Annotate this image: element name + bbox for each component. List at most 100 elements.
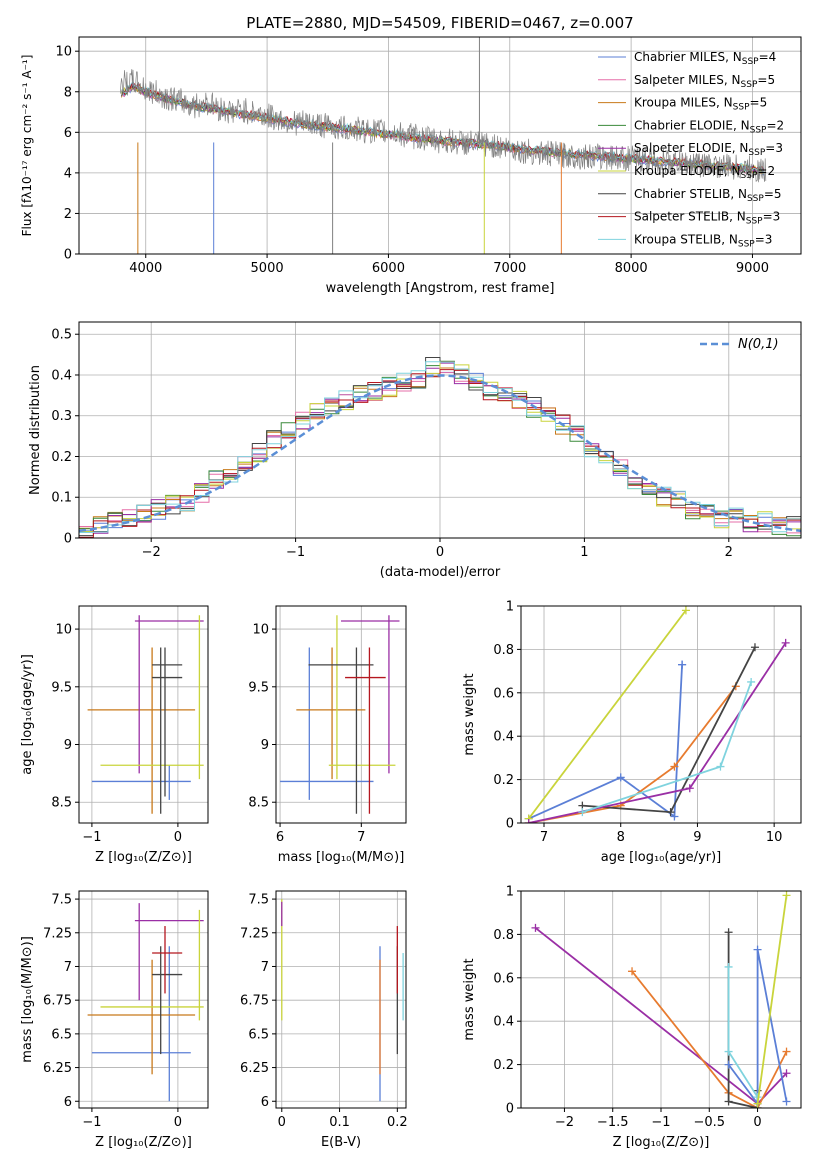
errorbar-plot <box>280 615 400 814</box>
legend-label-suffix: =3 <box>763 210 781 224</box>
x-tick-label: 7 <box>540 830 548 845</box>
x-tick-label: 8000 <box>615 261 648 276</box>
x-tick-label: −1 <box>286 545 305 560</box>
y-tick-label: 6 <box>261 1095 269 1110</box>
legend-label-suffix: =5 <box>764 187 782 201</box>
massweight-plot <box>531 891 791 1108</box>
legend-label-suffix: =5 <box>750 96 768 110</box>
data-point <box>724 928 733 937</box>
histogram-plot <box>79 357 801 538</box>
legend-label-suffix: =3 <box>765 141 783 155</box>
legend-label: Kroupa ELODIE, NSSP=2 <box>634 164 775 181</box>
data-point <box>685 784 694 793</box>
data-point <box>750 643 759 652</box>
legend-label-suffix: =2 <box>757 164 775 178</box>
axes-frame <box>78 36 802 255</box>
series-line <box>727 932 759 1108</box>
legend-label-sub: SSP <box>741 171 758 181</box>
y-tick-label: 9 <box>261 738 269 753</box>
y-tick-label: 6.5 <box>248 1027 269 1042</box>
data-point <box>678 660 687 669</box>
x-axis-label: Z [log₁₀(Z/Z⊙)] <box>613 1135 710 1150</box>
errorbar-plot <box>281 899 404 1102</box>
x-axis-label: Z [log₁₀(Z/Z⊙)] <box>95 850 192 865</box>
y-tick-label: 7.5 <box>248 893 269 908</box>
y-tick-label: 8.5 <box>51 796 72 811</box>
y-tick-label: 1 <box>506 885 514 900</box>
legend-label-base: Chabrier ELODIE, N <box>634 118 750 132</box>
x-tick-label: 9 <box>693 830 701 845</box>
y-tick-label: 7.25 <box>240 926 269 941</box>
y-tick-label: 0 <box>64 532 72 547</box>
y-tick-label: 0.2 <box>493 1058 514 1073</box>
x-tick-label: 9000 <box>736 261 769 276</box>
x-tick-label: −2 <box>555 1115 574 1130</box>
x-tick-label: 0.1 <box>329 1115 350 1130</box>
x-tick-label: −0.5 <box>693 1115 725 1130</box>
legend-label: Salpeter STELIB, NSSP=3 <box>634 210 780 227</box>
legend-label: Kroupa STELIB, NSSP=3 <box>634 232 772 249</box>
y-tick-label: 6.25 <box>43 1061 72 1076</box>
y-tick-label: 7.5 <box>51 893 72 908</box>
data-point <box>753 1099 762 1108</box>
chart-title: PLATE=2880, MJD=54509, FIBERID=0467, z=0… <box>246 14 633 32</box>
legend-label-base: Chabrier STELIB, N <box>634 187 747 201</box>
y-tick-label: 1 <box>506 600 514 615</box>
data-point <box>753 945 762 954</box>
x-tick-label: −2 <box>142 545 161 560</box>
massweight-plot <box>524 606 790 823</box>
legend-label-base: Salpeter MILES, N <box>634 73 741 87</box>
y-tick-label: 9.5 <box>248 680 269 695</box>
legend-label-sub: SSP <box>733 103 750 113</box>
axes-frame <box>275 605 407 824</box>
y-tick-label: 0.6 <box>493 686 514 701</box>
y-tick-label: 9.5 <box>51 680 72 695</box>
data-point <box>716 762 725 771</box>
legend-label-base: Salpeter STELIB, N <box>634 210 746 224</box>
y-tick-label: 0.5 <box>51 328 72 343</box>
y-axis-label: age [log₁₀(age/yr)] <box>20 654 35 775</box>
data-point <box>670 762 679 771</box>
x-tick-label: 6000 <box>372 261 405 276</box>
normal-curve <box>79 374 801 533</box>
series-line <box>727 967 759 1098</box>
data-point <box>782 1097 791 1106</box>
y-tick-label: 2 <box>64 207 72 222</box>
y-tick-label: 0.4 <box>493 1015 514 1030</box>
x-tick-label: 6 <box>276 830 284 845</box>
x-axis-label: (data-model)/error <box>380 565 501 580</box>
data-point <box>747 677 756 686</box>
legend-label-sub: SSP <box>746 217 763 227</box>
y-tick-label: 0.2 <box>493 773 514 788</box>
y-tick-label: 10 <box>55 623 72 638</box>
legend-label-sub: SSP <box>738 239 755 249</box>
legend-label-base: Kroupa MILES, N <box>634 96 733 110</box>
data-point <box>616 773 625 782</box>
y-tick-label: 8.5 <box>248 796 269 811</box>
y-tick-label: 9 <box>64 738 72 753</box>
series-line <box>527 609 687 820</box>
legend-label: N(0,1) <box>738 337 779 352</box>
legend-label: Chabrier MILES, NSSP=4 <box>634 50 776 67</box>
data-point <box>628 967 637 976</box>
histogram-step <box>79 361 801 533</box>
data-point <box>531 923 540 932</box>
data-point <box>670 812 679 821</box>
data-point <box>782 1047 791 1056</box>
y-tick-label: 0.4 <box>493 730 514 745</box>
x-tick-label: 5000 <box>251 261 284 276</box>
histogram-step <box>79 369 801 538</box>
data-point <box>681 606 690 615</box>
data-spectrum-line <box>119 69 767 183</box>
x-tick-label: 7000 <box>493 261 526 276</box>
x-axis-label: E(B-V) <box>321 1135 361 1150</box>
legend-label: Chabrier STELIB, NSSP=5 <box>634 187 782 204</box>
y-tick-label: 0 <box>506 817 514 832</box>
y-tick-label: 10 <box>55 45 72 60</box>
x-tick-label: −1 <box>82 830 101 845</box>
series-line <box>756 895 788 1104</box>
y-tick-label: 0.8 <box>493 928 514 943</box>
y-axis-label: Flux [fλ10⁻¹⁷ erg cm⁻² s⁻¹ A⁻¹] <box>20 55 34 237</box>
y-axis-label: mass [log₁₀(M/M⊙)] <box>20 936 35 1063</box>
